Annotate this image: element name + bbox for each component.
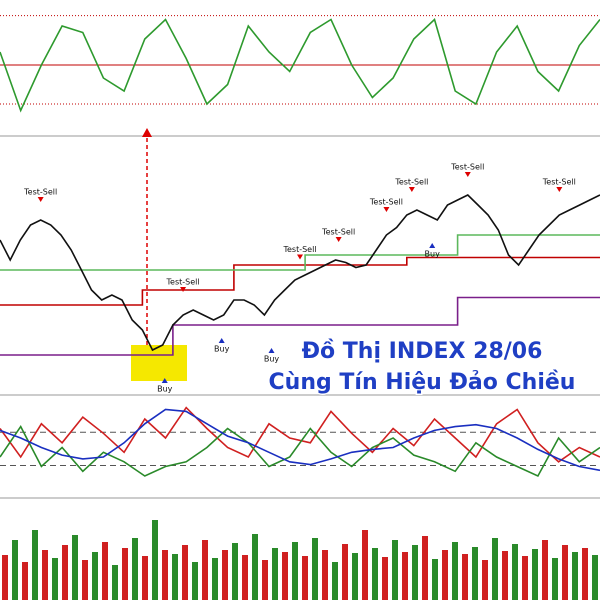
- volume-bar: [202, 540, 208, 600]
- volume-bar: [62, 545, 68, 600]
- volume-bar: [572, 552, 578, 600]
- highlight-box: [131, 345, 187, 381]
- volume-bar: [522, 556, 528, 600]
- volume-bar: [532, 549, 538, 600]
- volume-bar: [72, 535, 78, 600]
- sell-arrow: [556, 187, 563, 192]
- volume-bar: [502, 551, 508, 600]
- volume-bar: [222, 550, 228, 600]
- volume-bar: [542, 540, 548, 600]
- sell-arrow: [464, 172, 471, 177]
- overlay-subtitle: Cùng Tín Hiệu Đảo Chiều: [269, 370, 576, 395]
- volume-bar: [562, 545, 568, 600]
- volume-bar: [152, 520, 158, 600]
- volume-bar: [492, 538, 498, 600]
- signal-label: Test-Sell: [23, 188, 57, 197]
- volume-bar: [22, 562, 28, 600]
- volume-bar: [282, 552, 288, 600]
- volume-bar: [452, 542, 458, 600]
- sell-arrow: [408, 187, 415, 192]
- volume-bar: [592, 555, 598, 600]
- volume-bar: [242, 555, 248, 600]
- volume-bar: [232, 543, 238, 600]
- series-line: [0, 406, 600, 463]
- volume-bar: [192, 562, 198, 600]
- signal-label: Test-Sell: [369, 198, 403, 207]
- volume-bar: [582, 548, 588, 600]
- volume-bar: [42, 550, 48, 600]
- volume-bar: [432, 559, 438, 600]
- volume-bar: [172, 554, 178, 600]
- sell-arrow: [180, 287, 187, 292]
- series-line: [0, 256, 600, 306]
- volume-bar: [302, 556, 308, 600]
- volume-bar: [552, 558, 558, 600]
- signal-label: Buy: [214, 345, 230, 354]
- volume-bar: [112, 565, 118, 600]
- volume-bar: [52, 558, 58, 600]
- series-line: [0, 234, 600, 271]
- signal-label: Buy: [425, 250, 441, 259]
- overlay-title: Đồ Thị INDEX 28/06: [302, 339, 543, 364]
- volume-bar: [482, 560, 488, 600]
- volume-bar: [442, 550, 448, 600]
- volume-bar: [472, 547, 478, 600]
- volume-bar: [312, 538, 318, 600]
- sell-arrow: [37, 197, 44, 202]
- volume-bar: [212, 558, 218, 600]
- signal-label: Test-Sell: [282, 245, 316, 254]
- volume-bar: [12, 540, 18, 600]
- series-line: [0, 194, 600, 352]
- series-line: [0, 408, 600, 472]
- volume-bar: [382, 557, 388, 600]
- volume-bar: [402, 552, 408, 600]
- signal-label: Test-Sell: [166, 278, 200, 287]
- volume-bar: [182, 545, 188, 600]
- volume-bar: [392, 540, 398, 600]
- signal-label: Test-Sell: [321, 228, 355, 237]
- series-line: [0, 18, 600, 113]
- sell-arrow: [383, 207, 390, 212]
- series-line: [0, 296, 600, 356]
- volume-bar: [462, 554, 468, 600]
- volume-bar: [332, 562, 338, 600]
- volume-bar: [262, 560, 268, 600]
- volume-bar: [162, 550, 168, 600]
- arrow-head: [142, 128, 152, 137]
- volume-bar: [512, 544, 518, 600]
- volume-bar: [132, 538, 138, 600]
- signal-label: Buy: [264, 355, 280, 364]
- volume-bar: [272, 548, 278, 600]
- volume-bar: [412, 545, 418, 600]
- buy-arrow: [429, 243, 436, 248]
- volume-bar: [362, 530, 368, 600]
- volume-bar: [82, 560, 88, 600]
- volume-bar: [292, 542, 298, 600]
- volume-bar: [92, 552, 98, 600]
- plot-area: Test-Sell Test-Sell Test-Sell Test-Sell Test…: [0, 15, 600, 600]
- volume-bar: [322, 550, 328, 600]
- signal-label: Buy: [157, 385, 173, 394]
- volume-bar: [32, 530, 38, 600]
- volume-bar: [422, 536, 428, 600]
- buy-arrow: [218, 338, 225, 343]
- sell-arrow: [297, 254, 303, 260]
- signal-label: Test-Sell: [450, 163, 484, 172]
- volume-bar: [372, 548, 378, 600]
- buy-arrow: [268, 348, 275, 353]
- signal-label: Test-Sell: [542, 178, 576, 187]
- volume-bar: [102, 542, 108, 600]
- buy-arrow: [161, 378, 168, 383]
- sell-arrow: [335, 237, 342, 242]
- volume-bar: [142, 556, 148, 600]
- volume-bar: [2, 555, 8, 600]
- volume-bar: [342, 544, 348, 600]
- volume-bar: [252, 534, 258, 600]
- signal-label: Test-Sell: [394, 178, 428, 187]
- volume-bar: [352, 553, 358, 600]
- series-line: [0, 425, 600, 478]
- volume-bar: [122, 548, 128, 600]
